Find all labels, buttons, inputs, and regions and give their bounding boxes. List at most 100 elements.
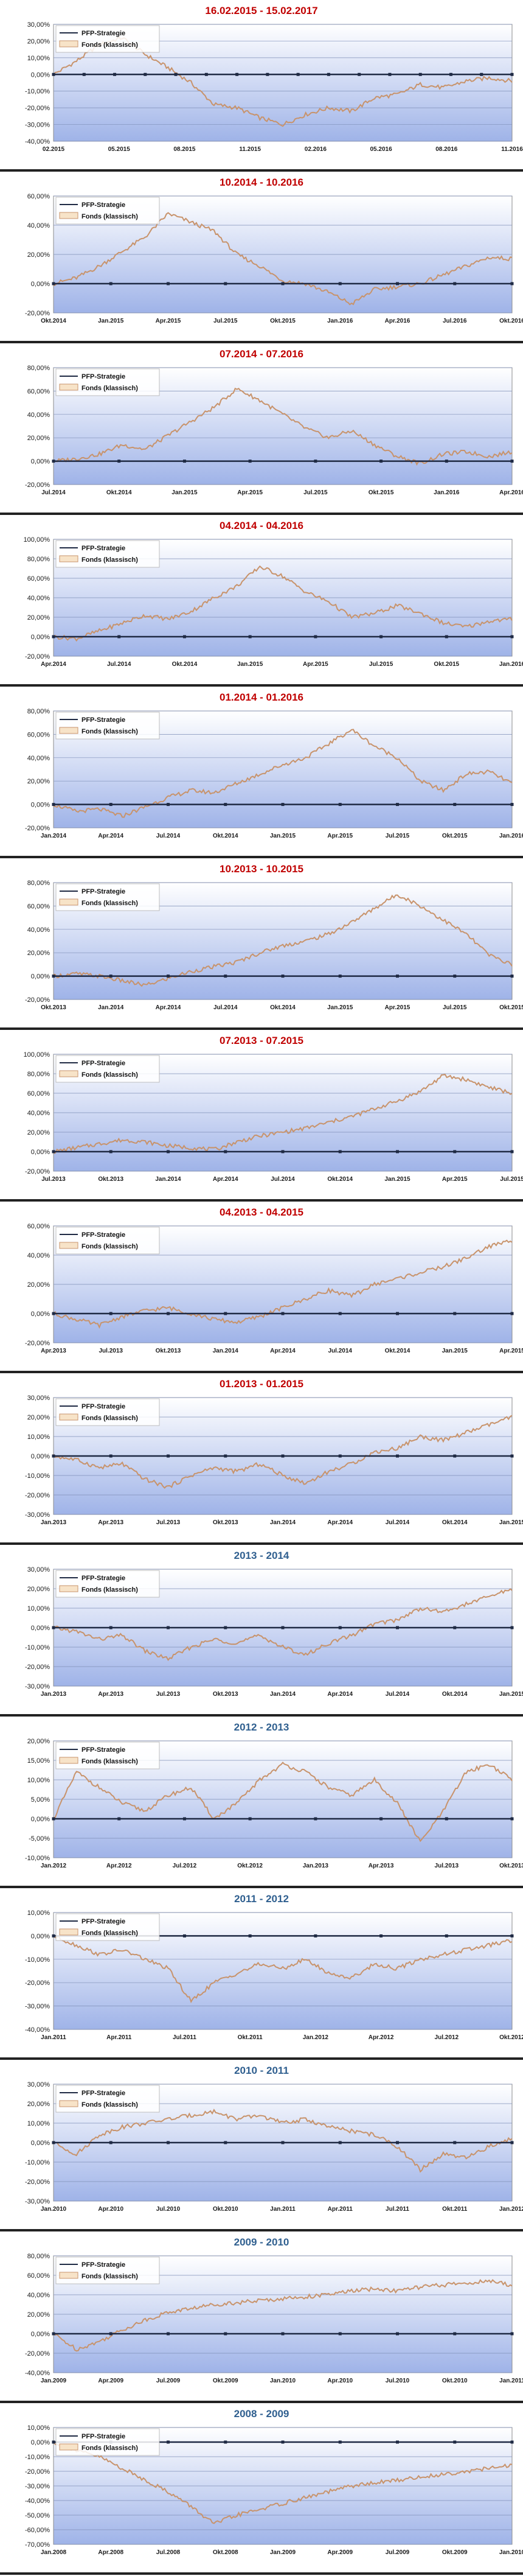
strategy-marker [224, 975, 227, 978]
x-tick-label: Okt.2013 [98, 1176, 123, 1183]
y-tick-label: 40,00% [27, 926, 50, 934]
legend-swatch-fund [59, 2443, 78, 2451]
panel-divider [0, 684, 523, 687]
x-tick-label: Jul.2011 [173, 2034, 196, 2041]
x-tick-label: 05.2016 [370, 146, 392, 153]
legend-label-strategy: PFP-Strategie [81, 1575, 125, 1582]
x-tick-label: Apr.2011 [106, 2034, 132, 2041]
y-tick-label: 20,00% [27, 1414, 50, 1421]
x-tick-label: Jan.2016 [434, 489, 460, 496]
strategy-marker [338, 2332, 342, 2336]
strategy-marker [396, 2141, 399, 2144]
strategy-marker [167, 2332, 170, 2336]
x-tick-label: Jul.2014 [271, 1176, 295, 1183]
legend-label-strategy: PFP-Strategie [81, 1231, 125, 1239]
x-tick-label: Apr.2010 [98, 2206, 123, 2213]
x-tick-label: Jul.2015 [500, 1176, 523, 1183]
panel-divider [0, 1886, 523, 1888]
y-tick-label: 20,00% [27, 38, 50, 45]
strategy-marker [281, 282, 285, 285]
y-tick-label: -40,00% [25, 2497, 50, 2505]
legend-label-fund: Fonds (klassisch) [81, 385, 138, 392]
strategy-marker [224, 2332, 227, 2336]
y-tick-label: -10,00% [25, 1956, 50, 1964]
y-tick-label: -20,00% [25, 1340, 50, 1347]
legend: PFP-Strategie Fonds (klassisch) [55, 540, 160, 568]
strategy-marker [510, 2440, 514, 2444]
x-tick-label: Jul.2015 [303, 489, 328, 496]
chart-panel: 2009 - 2010 80,00% 60,00% 40,00% 20,00% 0,00%… [0, 2231, 523, 2403]
x-tick-label: Okt.2011 [238, 2034, 263, 2041]
panel-divider [0, 1714, 523, 1717]
x-tick-label: Jan.2011 [499, 2378, 523, 2384]
strategy-marker [224, 803, 227, 807]
x-tick-label: Jan.2015 [237, 661, 263, 668]
y-tick-label: 20,00% [27, 950, 50, 957]
legend-swatch-fund [59, 555, 78, 562]
legend: PFP-Strategie Fonds (klassisch) [55, 1227, 160, 1255]
y-tick-label: 20,00% [27, 2311, 50, 2319]
y-tick-label: 0,00% [31, 1311, 50, 1318]
y-tick-label: 0,00% [31, 2331, 50, 2338]
strategy-marker [204, 72, 208, 76]
strategy-marker [109, 1626, 113, 1629]
x-tick-label: Jan.2015 [270, 833, 296, 839]
strategy-marker [167, 1312, 170, 1315]
strategy-marker [52, 282, 55, 285]
x-tick-label: Okt.2015 [369, 489, 394, 496]
strategy-marker [52, 72, 55, 76]
strategy-marker [52, 803, 55, 807]
x-tick-label: Okt.2015 [270, 318, 296, 324]
strategy-marker [338, 975, 342, 978]
y-tick-label: -30,00% [25, 1511, 50, 1519]
chart-panel: 2010 - 2011 30,00% 20,00% 10,00% 0,00% -10,00… [0, 2060, 523, 2231]
x-tick-label: Jan.2010 [499, 2549, 523, 2556]
x-tick-label: Okt.2013 [499, 1863, 523, 1869]
y-tick-label: 10,00% [27, 55, 50, 62]
chart-title: 2009 - 2010 [234, 2236, 289, 2248]
strategy-marker [449, 72, 452, 76]
strategy-marker [379, 460, 383, 463]
x-tick-label: 11.2016 [501, 146, 523, 153]
fund-line [53, 1073, 513, 1154]
legend-label-fund: Fonds (klassisch) [81, 2101, 138, 2109]
x-tick-label: Jan.2012 [41, 1863, 67, 1869]
legend-label-strategy: PFP-Strategie [81, 2090, 125, 2097]
strategy-marker [338, 2141, 342, 2144]
x-tick-label: Jan.2009 [41, 2378, 67, 2384]
legend-label-fund: Fonds (klassisch) [81, 1930, 138, 1937]
y-tick-label: -10,00% [25, 88, 50, 96]
x-tick-label: Jan.2014 [155, 1176, 181, 1183]
strategy-marker [338, 1312, 342, 1315]
x-tick-label: Jan.2011 [270, 2206, 296, 2213]
x-tick-label: Okt.2013 [41, 1004, 66, 1011]
x-tick-label: Jul.2009 [156, 2378, 181, 2384]
chart-title: 16.02.2015 - 15.02.2017 [205, 5, 318, 16]
chart-panel: 2008 - 2009 10,00% 0,00% -10,00% -20,00% -30,… [0, 2403, 523, 2575]
y-tick-label: 40,00% [27, 755, 50, 762]
x-tick-label: Okt.2014 [385, 1348, 410, 1354]
strategy-marker [296, 72, 300, 76]
x-tick-label: Okt.2015 [442, 833, 468, 839]
strategy-marker [109, 803, 113, 807]
strategy-marker [281, 1626, 285, 1629]
y-tick-label: 80,00% [27, 556, 50, 563]
strategy-marker [445, 1934, 448, 1937]
x-tick-label: Jan.2013 [303, 1863, 329, 1869]
strategy-marker [396, 803, 399, 807]
legend-label-fund: Fonds (klassisch) [81, 1758, 138, 1765]
legend-label-strategy: PFP-Strategie [81, 888, 125, 895]
x-tick-label: Jan.2009 [270, 2549, 296, 2556]
strategy-marker [174, 72, 178, 76]
y-tick-label: 60,00% [27, 193, 50, 200]
y-tick-label: 20,00% [27, 435, 50, 442]
strategy-marker [235, 72, 239, 76]
y-tick-label: -40,00% [25, 2026, 50, 2034]
x-tick-label: 08.2015 [173, 146, 196, 153]
y-tick-label: 60,00% [27, 388, 50, 395]
y-tick-label: -10,00% [25, 2454, 50, 2461]
y-tick-label: -70,00% [25, 2541, 50, 2549]
strategy-marker [281, 2332, 285, 2336]
y-tick-label: 0,00% [31, 2140, 50, 2147]
x-tick-label: Jan.2015 [499, 1519, 523, 1526]
